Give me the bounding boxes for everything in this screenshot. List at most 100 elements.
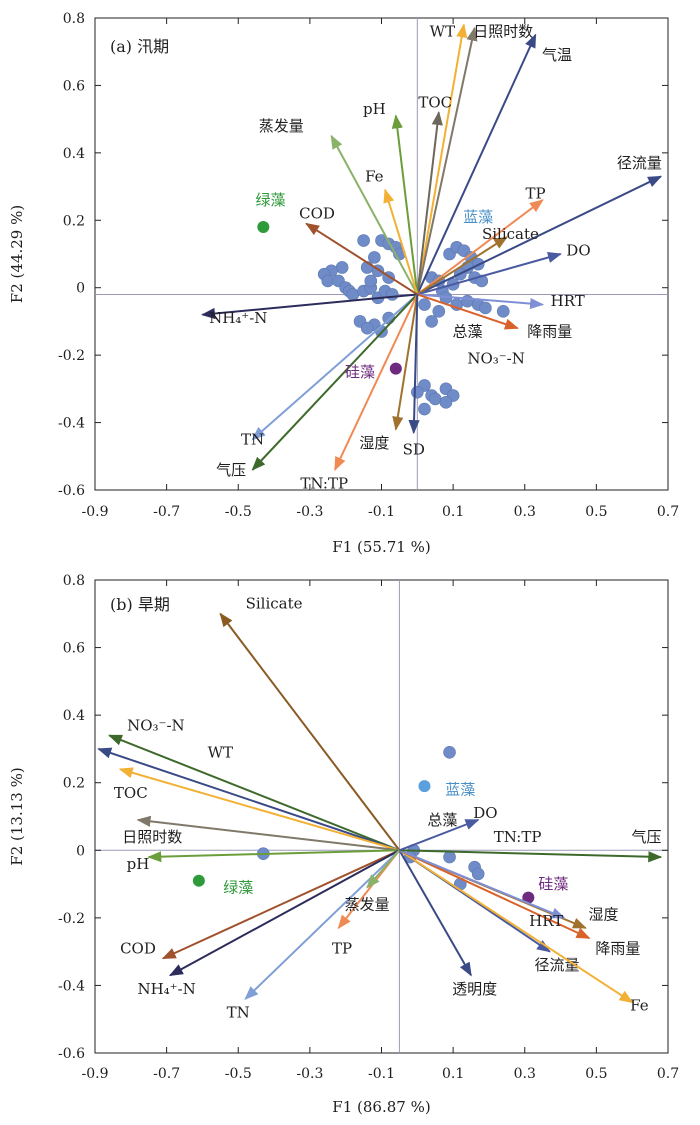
panel-1-group-label: 总藻 [452, 323, 482, 341]
panel-2-group-label: 蓝藻 [445, 780, 475, 798]
panel-1-x-tick-label: -0.1 [368, 504, 395, 520]
panel-1-vector-arrow [416, 175, 663, 296]
panel-1-vector-label: Fe [365, 167, 384, 185]
panel-1-sample-point [411, 385, 424, 399]
panel-2-vector-arrow [97, 747, 400, 852]
panel-1-sample-point [418, 402, 431, 416]
panel-1-y-tick-label: -0.2 [58, 348, 85, 364]
panel-1-vector-label: 日照时数 [473, 22, 533, 40]
panel-1-vector-label: HRT [551, 292, 585, 310]
panel-2-vector-arrow [161, 849, 400, 960]
panel-2-vector-label: 日照时数 [122, 828, 182, 846]
panel-2-vector-label: TN [227, 1003, 250, 1021]
panel-2-vector-label: 径流量 [534, 956, 579, 974]
panel-1-vector-label: 径流量 [617, 154, 662, 172]
panel-1-sample-point [425, 315, 438, 328]
panel-1-group-label: 绿藻 [255, 191, 285, 209]
panel-1-vector-arrow [201, 293, 418, 320]
panel-2-vector-arrow [147, 849, 400, 863]
panel-2-vector-label: NH₄⁺-N [137, 980, 195, 998]
panel-1-vector-label: 气压 [216, 461, 246, 479]
panel-1-x-tick-label: -0.3 [296, 504, 323, 520]
panel-1-vector-arrow [251, 293, 419, 471]
panel-2-x-tick-label: -0.1 [368, 1066, 395, 1082]
panel-1-sample-point [368, 251, 381, 264]
panel-2-x-tick-label: -0.7 [153, 1066, 180, 1082]
panel-2-vector-label: Fe [630, 997, 649, 1015]
panel-2-x-tick-label: -0.5 [225, 1066, 252, 1082]
panel-1-group-label: 硅藻 [345, 363, 375, 381]
panel-2-vector-arrow [398, 849, 634, 1004]
panel-2-vector-arrow [398, 849, 591, 940]
panel-2-panel-label: (b) 旱期 [110, 595, 170, 614]
panel-2-sample-point [471, 867, 485, 881]
panel-2-vector-label: 降雨量 [595, 939, 640, 957]
panel-1-vector-arrow [416, 33, 537, 295]
panel-1-vector-label: 蒸发量 [259, 117, 304, 135]
panel-2-vector-arrow [398, 849, 472, 977]
panel-2-x-tick-label: 0.5 [585, 1066, 607, 1082]
panel-1-y-tick-label: 0 [76, 281, 85, 297]
panel-2-vector-arrow [399, 849, 663, 863]
panel-1-x-tick-label: 0.3 [514, 504, 536, 520]
panel-2-vector-label: 气压 [632, 828, 662, 846]
panel-1-vector-arrow [416, 236, 509, 296]
panel-1-vector-label: 气温 [542, 46, 572, 64]
panel-1-vector-arrow [251, 293, 418, 441]
panel-1-vector-arrow [416, 111, 443, 295]
panel-1-x-tick-label: -0.7 [153, 504, 180, 520]
panel-1-sample-point [321, 274, 335, 288]
panel-2-group-label: 硅藻 [538, 875, 568, 893]
panel-1-vector-arrow [392, 294, 419, 431]
panel-2-vector-arrow [118, 767, 400, 852]
panel-1-vector-label: TOC [418, 93, 452, 111]
panel-2-y-tick-label: 0.8 [63, 573, 85, 589]
panel-1-x-tick-label: 0.7 [657, 504, 679, 520]
panel-1-group-label: NO₃⁻-N [467, 350, 525, 368]
panel-2-point-硅藻 [522, 891, 535, 904]
panel-2-vector-arrow [366, 849, 401, 889]
panel-1-sample-point [496, 305, 510, 318]
panel-2-vector-arrow [219, 612, 401, 851]
panel-1-y-tick-label: 0.4 [63, 146, 85, 162]
panel-2-y-tick-label: -0.6 [58, 1046, 85, 1062]
panel-2-vector-label: TOC [114, 784, 148, 802]
panel-1-vector-arrow [383, 188, 419, 295]
panel-2-vector-label: WT [208, 743, 233, 761]
panel-2-vector-label: HRT [529, 912, 563, 930]
panel-1-sample-point [360, 321, 374, 335]
panel-2-vector-label: TP [332, 939, 352, 957]
panel-2-vector-label: pH [127, 855, 150, 873]
panel-2-vector-arrow [136, 815, 400, 852]
panel-1-sample-point [418, 298, 431, 311]
panel-2-group-label: 绿藻 [223, 878, 253, 896]
panel-1-vector-label: 湿度 [359, 434, 389, 452]
panel-1-vector-label: TN [241, 430, 264, 448]
panel-2-y-tick-label: -0.4 [58, 978, 85, 994]
panel-2-vector-label: 透明度 [452, 980, 497, 998]
panel-1-vector-arrow [334, 294, 419, 472]
panel-1-sample-point [432, 305, 446, 318]
panel-1-vector-label: DO [566, 242, 590, 260]
panel-2-x-tick-label: 0.1 [442, 1066, 464, 1082]
panel-1-y-tick-label: 0.2 [63, 213, 85, 229]
panel-1-x-tick-label: 0.5 [585, 504, 607, 520]
panel-2-vector-arrow [108, 734, 400, 852]
panel-1-vector-label: SD [403, 441, 425, 459]
panel-2-y-tick-label: 0.4 [63, 708, 85, 724]
panel-1-sample-point [428, 392, 442, 406]
panel-1-vector-arrow [305, 222, 418, 296]
panel-2-vector-arrow [399, 818, 480, 852]
panel-2-y-axis-title: F2 (13.13 %) [8, 767, 26, 865]
panel-2-vector-label: 湿度 [589, 905, 619, 923]
panel-2-group-label: 总藻 [427, 811, 457, 829]
panel-1-sample-point [385, 288, 399, 301]
panel-1-point-绿藻 [257, 221, 270, 234]
panel-1-vector-arrow [416, 26, 478, 295]
panel-1-sample-point [461, 294, 474, 308]
panel-2-y-tick-label: 0.2 [63, 776, 85, 792]
panel-1-y-tick-label: 0.8 [63, 11, 85, 27]
panel-2-vector-arrow [168, 849, 400, 977]
panel-1-vector-arrow [416, 293, 519, 330]
